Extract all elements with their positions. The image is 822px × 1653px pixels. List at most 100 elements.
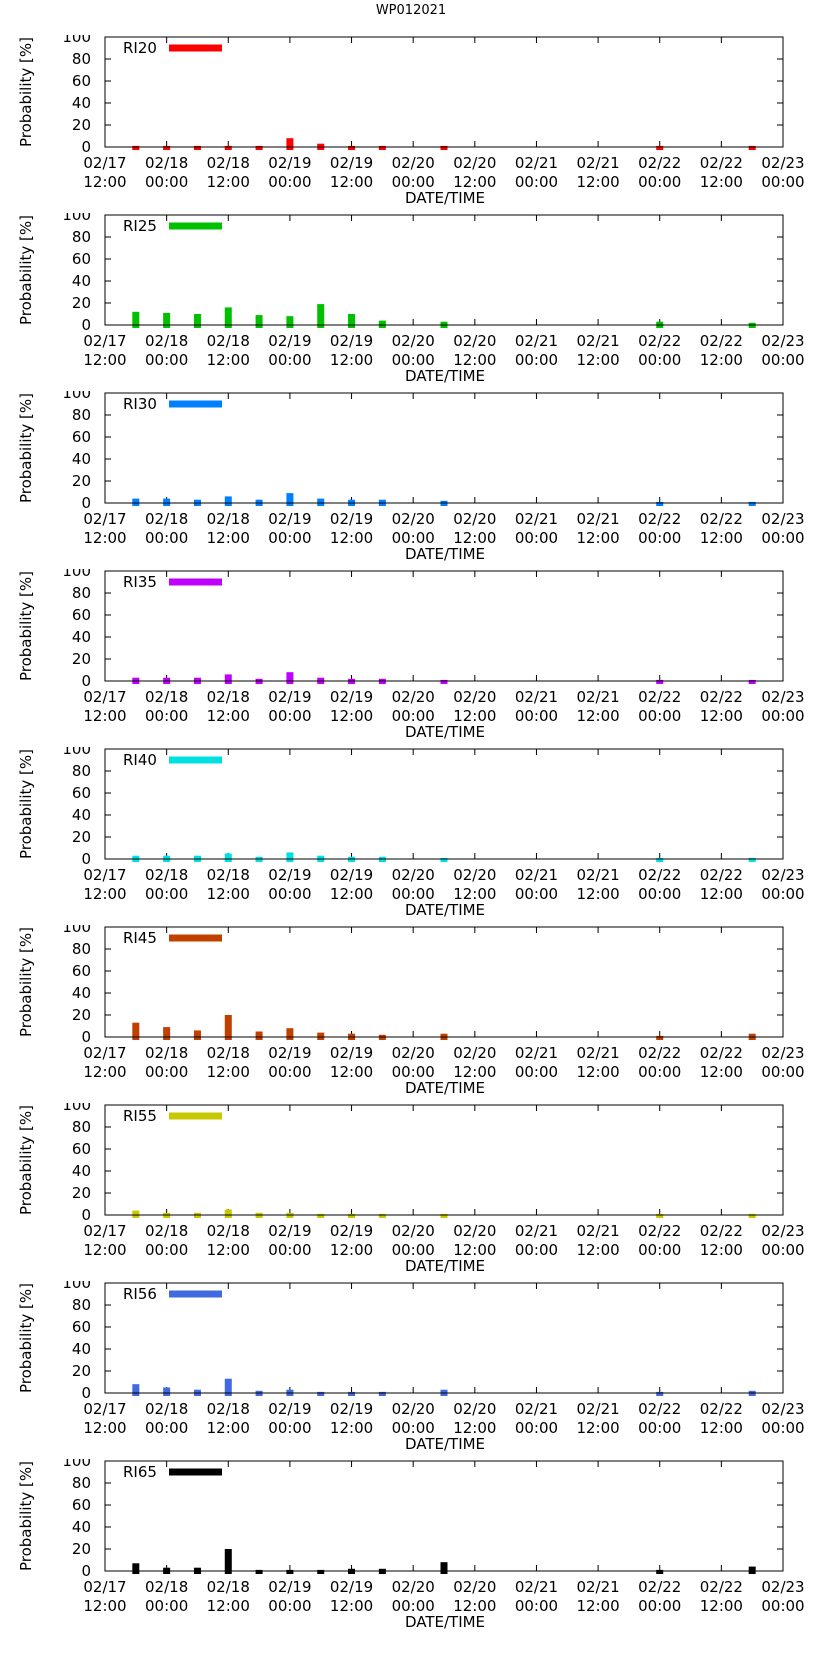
x-tick-label-time: 00:00 <box>515 1241 558 1259</box>
x-tick-label-time: 00:00 <box>515 529 558 547</box>
x-tick-label-date: 02/22 <box>638 1044 681 1062</box>
x-tick-label-date: 02/18 <box>145 332 188 350</box>
y-tick-label: 40 <box>72 450 91 468</box>
x-tick-label-time: 00:00 <box>638 351 681 369</box>
x-tick-label-time: 00:00 <box>392 1419 435 1437</box>
bar <box>317 304 325 328</box>
x-tick-label-time: 00:00 <box>145 351 188 369</box>
x-tick-label-time: 12:00 <box>83 1241 126 1259</box>
x-tick-label-time: 12:00 <box>330 351 373 369</box>
bar <box>132 311 140 328</box>
x-tick-label-date: 02/20 <box>392 1400 435 1418</box>
x-tick-label-time: 00:00 <box>268 529 311 547</box>
x-tick-label-date: 02/19 <box>330 1044 373 1062</box>
x-tick-label-time: 00:00 <box>392 1597 435 1615</box>
x-tick-label-time: 00:00 <box>638 1241 681 1259</box>
x-tick-label-date: 02/19 <box>330 154 373 172</box>
y-tick-label: 0 <box>81 672 91 690</box>
bar <box>748 145 756 150</box>
x-tick-label-time: 00:00 <box>761 707 804 725</box>
legend-label: RI30 <box>123 395 157 413</box>
x-tick-label-date: 02/19 <box>330 688 373 706</box>
x-tick-label-date: 02/19 <box>268 1578 311 1596</box>
x-tick-label-date: 02/17 <box>83 332 126 350</box>
x-tick-label-time: 00:00 <box>515 351 558 369</box>
x-tick-label-time: 12:00 <box>576 1241 619 1259</box>
chart-panel-ri35: 02040608010002/1712:0002/1800:0002/1812:… <box>17 569 805 741</box>
bar <box>348 145 356 150</box>
bar <box>193 314 201 328</box>
legend-label: RI40 <box>123 751 157 769</box>
y-tick-label: 80 <box>72 1296 91 1314</box>
x-tick-label-date: 02/21 <box>576 1222 619 1240</box>
legend-label: RI35 <box>123 573 157 591</box>
x-tick-label-time: 12:00 <box>576 1063 619 1081</box>
bar <box>224 853 232 862</box>
x-tick-label-time: 12:00 <box>453 885 496 903</box>
x-tick-label-time: 00:00 <box>268 1597 311 1615</box>
plot-frame <box>104 214 784 326</box>
bar <box>163 1387 171 1396</box>
y-axis-label: Probability [%] <box>17 1461 35 1571</box>
x-tick-label-date: 02/20 <box>453 1578 496 1596</box>
x-tick-label-time: 00:00 <box>761 1241 804 1259</box>
y-tick-label: 100 <box>62 391 91 402</box>
x-tick-label-time: 12:00 <box>576 173 619 191</box>
y-tick-label: 80 <box>72 50 91 68</box>
x-tick-label-date: 02/19 <box>268 1400 311 1418</box>
x-tick-label-date: 02/22 <box>638 688 681 706</box>
y-tick-label: 40 <box>72 1162 91 1180</box>
y-tick-label: 40 <box>72 272 91 290</box>
y-tick-label: 20 <box>72 1006 91 1024</box>
y-axis-label: Probability [%] <box>17 393 35 503</box>
x-tick-label-time: 12:00 <box>330 173 373 191</box>
x-tick-label-date: 02/23 <box>761 1222 804 1240</box>
y-tick-label: 0 <box>81 138 91 156</box>
x-tick-label-time: 00:00 <box>761 173 804 191</box>
y-tick-label: 20 <box>72 472 91 490</box>
x-tick-label-date: 02/18 <box>207 154 250 172</box>
y-tick-label: 100 <box>62 35 91 46</box>
bar <box>440 1213 448 1218</box>
x-tick-label-date: 02/22 <box>700 154 743 172</box>
x-tick-label-date: 02/22 <box>638 154 681 172</box>
y-tick-label: 20 <box>72 1184 91 1202</box>
bar <box>163 312 171 328</box>
x-tick-label-time: 12:00 <box>453 1063 496 1081</box>
legend-label: RI25 <box>123 217 157 235</box>
y-tick-label: 60 <box>72 72 91 90</box>
chart-panel-ri30: 02040608010002/1712:0002/1800:0002/1812:… <box>17 391 805 563</box>
x-tick-label-date: 02/21 <box>515 866 558 884</box>
bar <box>286 138 294 150</box>
x-tick-label-date: 02/19 <box>268 1222 311 1240</box>
x-tick-label-date: 02/18 <box>207 1400 250 1418</box>
x-tick-label-date: 02/23 <box>761 866 804 884</box>
y-tick-label: 40 <box>72 984 91 1002</box>
x-tick-label-date: 02/20 <box>392 1578 435 1596</box>
bar <box>224 674 232 684</box>
y-axis-label: Probability [%] <box>17 571 35 681</box>
x-tick-label-time: 12:00 <box>576 885 619 903</box>
x-tick-label-date: 02/18 <box>207 866 250 884</box>
x-tick-label-time: 00:00 <box>145 1597 188 1615</box>
bar <box>132 1563 140 1574</box>
bar <box>132 145 140 150</box>
bar <box>255 145 263 150</box>
bar <box>748 1566 756 1574</box>
x-tick-label-date: 02/19 <box>330 1222 373 1240</box>
bar <box>348 1213 356 1218</box>
x-tick-label-time: 12:00 <box>330 1241 373 1259</box>
bar <box>255 1031 263 1040</box>
x-tick-label-time: 00:00 <box>638 173 681 191</box>
x-tick-label-time: 00:00 <box>515 173 558 191</box>
x-tick-label-time: 12:00 <box>207 1419 250 1437</box>
x-tick-label-time: 12:00 <box>700 529 743 547</box>
x-tick-label-date: 02/17 <box>83 866 126 884</box>
bar <box>224 1209 232 1218</box>
x-tick-label-date: 02/20 <box>453 1044 496 1062</box>
x-tick-label-date: 02/23 <box>761 1400 804 1418</box>
y-tick-label: 60 <box>72 962 91 980</box>
y-tick-label: 80 <box>72 584 91 602</box>
bar <box>224 1378 232 1396</box>
y-tick-label: 60 <box>72 1318 91 1336</box>
